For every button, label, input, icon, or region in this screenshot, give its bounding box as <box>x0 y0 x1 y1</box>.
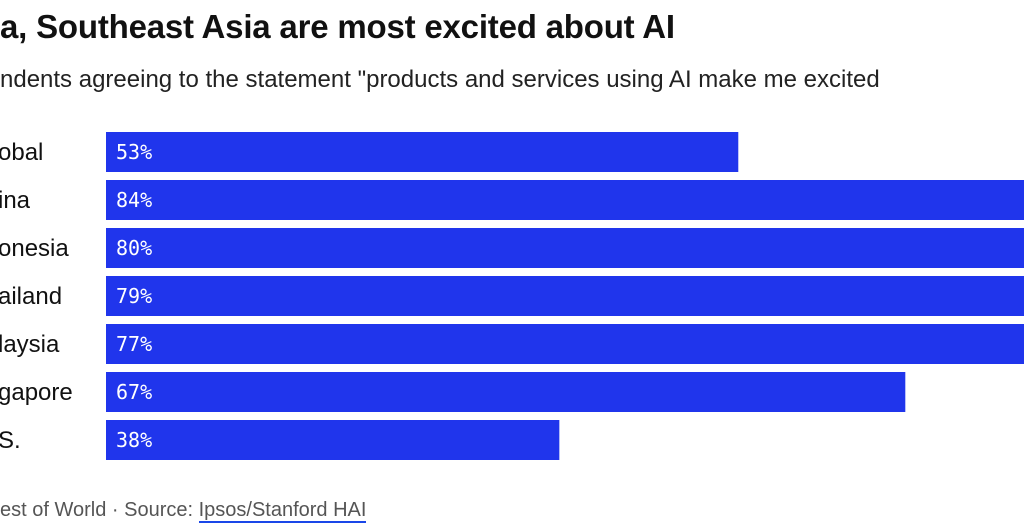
category-label: laysia <box>0 331 60 358</box>
chart-subtitle: ndents agreeing to the statement "produc… <box>0 66 880 93</box>
category-label: gapore <box>0 379 73 406</box>
category-label: ailand <box>0 283 62 310</box>
bar <box>106 228 1024 268</box>
value-label: 38% <box>116 428 152 452</box>
source-link[interactable]: Ipsos/Stanford HAI <box>198 499 367 523</box>
category-label: ina <box>0 187 31 214</box>
bar <box>106 420 560 460</box>
value-label: 84% <box>116 188 152 212</box>
category-label: obal <box>0 139 43 166</box>
category-label: S. <box>0 427 21 454</box>
bar <box>106 276 1024 316</box>
value-label: 80% <box>116 236 152 260</box>
bar <box>106 324 1024 364</box>
bar <box>106 180 1024 220</box>
bar <box>106 132 739 172</box>
value-label: 77% <box>116 332 152 356</box>
bar-chart: obal 53% ina 84% onesia 80% ailand 79% laysia 77%… <box>0 132 1024 460</box>
bar <box>106 372 906 412</box>
value-label: 79% <box>116 284 152 308</box>
category-label: onesia <box>0 235 69 262</box>
chart-title: a, Southeast Asia are most excited about… <box>0 8 675 45</box>
value-label: 67% <box>116 380 152 404</box>
value-label: 53% <box>116 140 152 164</box>
footer-credit: est of World · Source: <box>0 499 199 521</box>
footer: est of World · Source: Ipsos/Stanford HA… <box>0 499 367 523</box>
